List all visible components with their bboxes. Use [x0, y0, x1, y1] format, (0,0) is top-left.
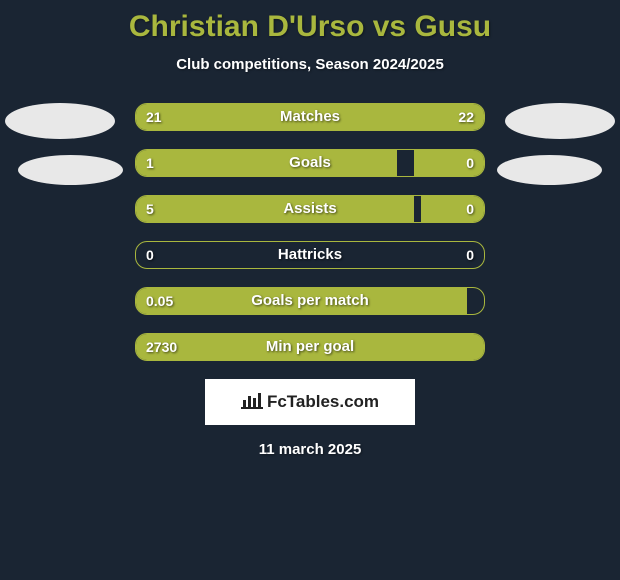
stat-label: Matches [136, 104, 484, 130]
stats-bars: 2122Matches 10Goals 50Assists 00Hattricks 0.… [135, 103, 485, 361]
comparison-panel: 2122Matches 10Goals 50Assists 00Hattricks 0.… [0, 103, 620, 361]
site-logo-text: FcTables.com [267, 392, 379, 412]
stat-row: 2730Min per goal [135, 333, 485, 361]
page-subtitle: Club competitions, Season 2024/2025 [0, 56, 620, 73]
stat-label: Hattricks [136, 242, 484, 268]
player-avatar-left [5, 103, 115, 139]
stat-row: 0.05Goals per match [135, 287, 485, 315]
footer-date: 11 march 2025 [0, 441, 620, 458]
stat-row: 2122Matches [135, 103, 485, 131]
site-logo[interactable]: FcTables.com [205, 379, 415, 425]
page-title: Christian D'Urso vs Gusu [0, 0, 620, 44]
stat-row: 50Assists [135, 195, 485, 223]
stat-row: 10Goals [135, 149, 485, 177]
club-logo-right [497, 155, 602, 185]
stat-label: Goals [136, 150, 484, 176]
player-avatar-right [505, 103, 615, 139]
stat-label: Min per goal [136, 334, 484, 360]
stat-label: Assists [136, 196, 484, 222]
club-logo-left [18, 155, 123, 185]
stat-label: Goals per match [136, 288, 484, 314]
stat-row: 00Hattricks [135, 241, 485, 269]
chart-icon [241, 391, 263, 414]
